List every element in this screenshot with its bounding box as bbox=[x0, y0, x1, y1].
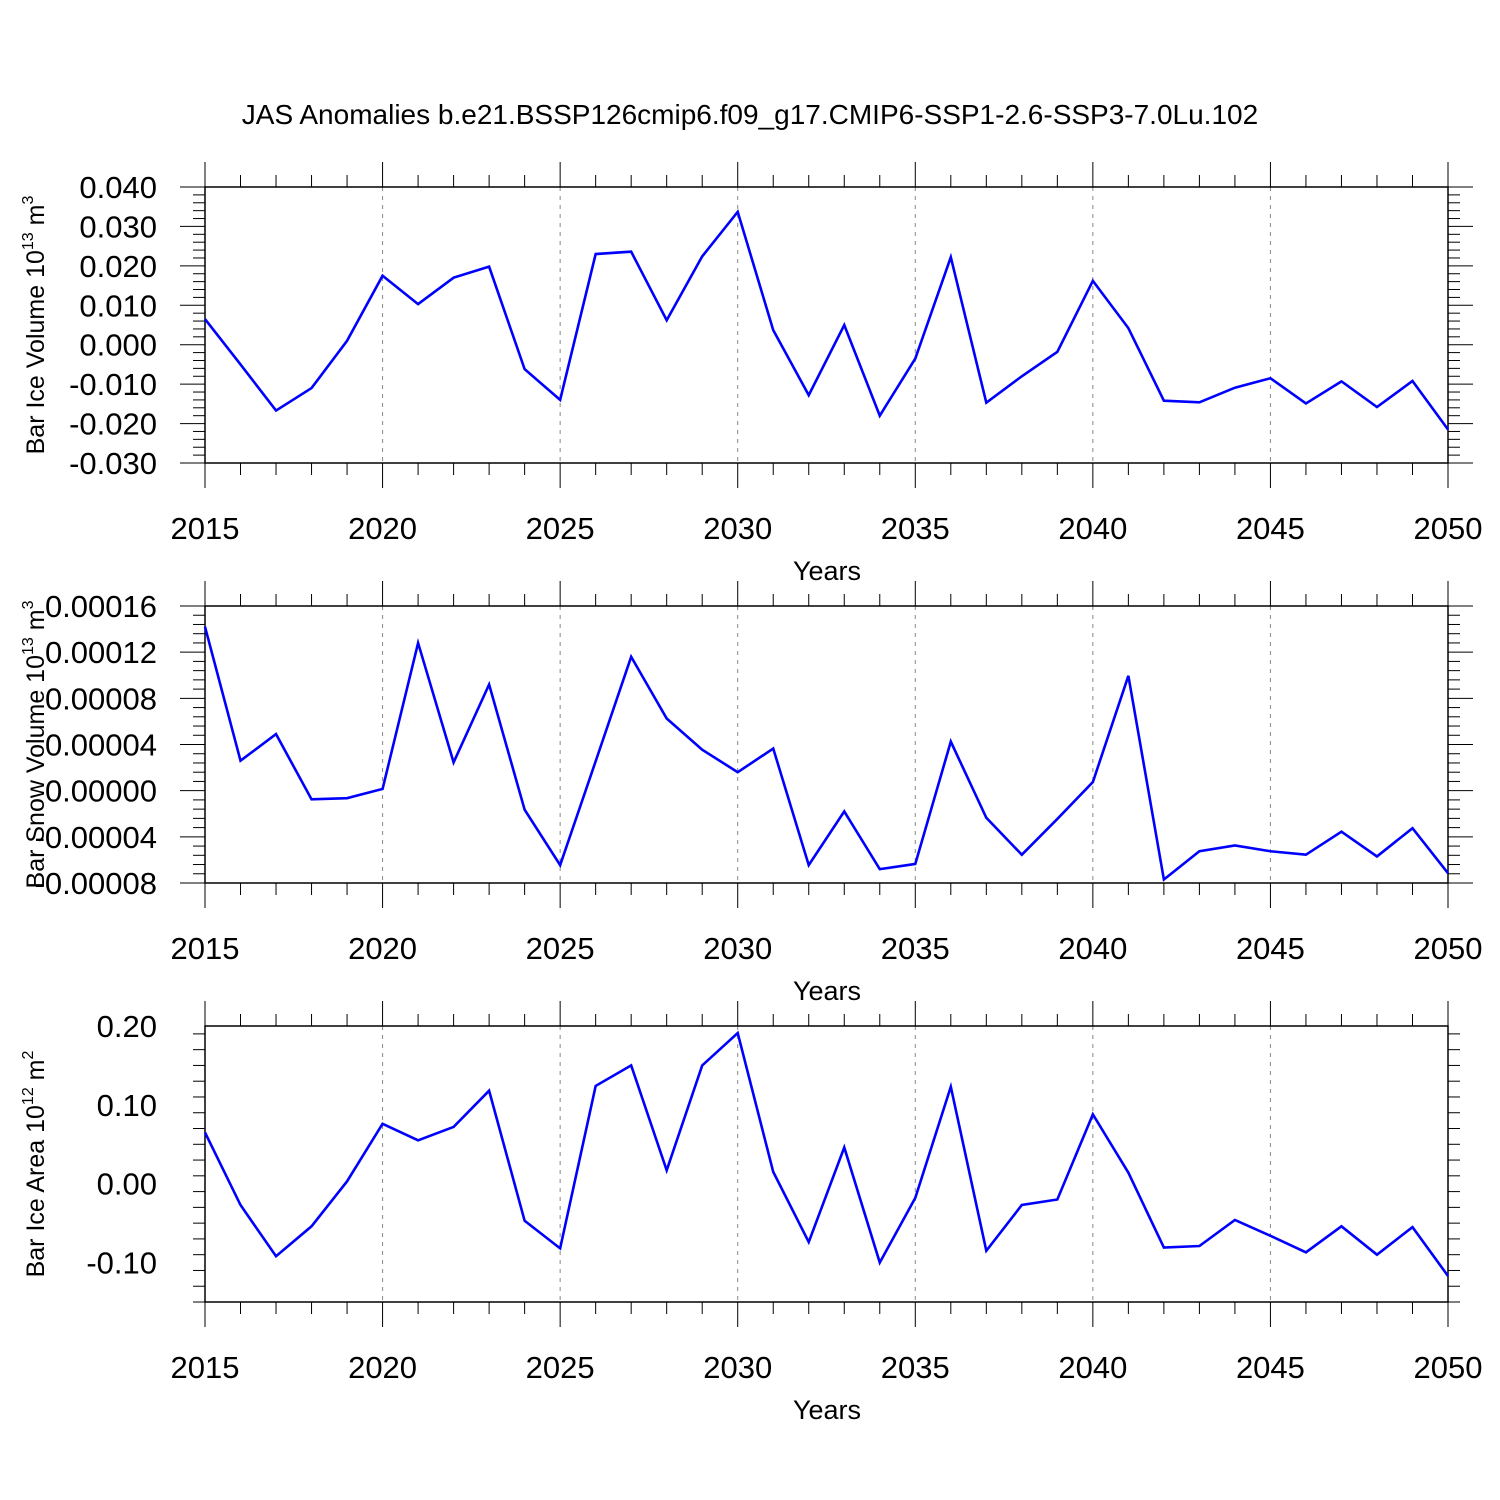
x-tick-label: 2035 bbox=[881, 511, 950, 546]
x-tick-label: 2045 bbox=[1236, 1350, 1305, 1385]
y-tick-label: 0.010 bbox=[79, 288, 157, 323]
plot-frame bbox=[204, 1025, 1449, 1303]
x-tick-label: 2050 bbox=[1414, 1350, 1483, 1385]
x-tick-label: 2015 bbox=[171, 511, 240, 546]
y-axis-label-unit: m bbox=[22, 1060, 50, 1088]
x-tick-label: 2040 bbox=[1058, 511, 1127, 546]
x-tick-label: 2025 bbox=[526, 931, 595, 966]
y-axis-label-unit-exponent: 3 bbox=[20, 600, 37, 609]
x-tick-label: 2020 bbox=[348, 511, 417, 546]
y-axis-label: Bar Snow Volume 1013 m3 bbox=[20, 600, 50, 888]
y-axis-label-unit-exponent: 2 bbox=[20, 1051, 37, 1060]
series-line bbox=[203, 209, 1450, 431]
y-tick-label: 0.00 bbox=[97, 1167, 157, 1202]
x-axis-label: Years bbox=[793, 556, 861, 586]
series-line bbox=[203, 1030, 1450, 1277]
x-tick-label: 2045 bbox=[1236, 511, 1305, 546]
x-axis-label: Years bbox=[793, 1395, 861, 1425]
x-tick-label: 2035 bbox=[881, 1350, 950, 1385]
y-tick-label: 0.00012 bbox=[45, 635, 157, 670]
x-tick-label: 2040 bbox=[1058, 1350, 1127, 1385]
x-tick-label: 2035 bbox=[881, 931, 950, 966]
y-tick-label: -0.10 bbox=[86, 1246, 157, 1281]
panel-1: 2015 2020 2025 2030 2035 2040 2045 2050 Years -0.… bbox=[20, 162, 1482, 586]
x-tick-label: 2020 bbox=[348, 1350, 417, 1385]
x-axis-label: Years bbox=[793, 976, 861, 1006]
plot-frame bbox=[204, 186, 1449, 464]
x-tick-label: 2030 bbox=[703, 931, 772, 966]
y-tick-label: 0.020 bbox=[79, 249, 157, 284]
y-tick-label: 0.20 bbox=[97, 1009, 157, 1044]
y-axis-label: Bar Ice Area 1012 m2 bbox=[20, 1051, 50, 1278]
y-axis-label-exponent: 13 bbox=[20, 232, 37, 250]
y-tick-label: -0.030 bbox=[69, 446, 157, 481]
x-tick-label: 2045 bbox=[1236, 931, 1305, 966]
x-tick-label: 2030 bbox=[703, 1350, 772, 1385]
y-axis-label-text: Bar Snow Volume 10 bbox=[22, 655, 50, 888]
y-axis-label-text: Bar Ice Volume 10 bbox=[22, 250, 50, 454]
x-tick-label: 2025 bbox=[526, 1350, 595, 1385]
y-tick-label: -0.010 bbox=[69, 367, 157, 402]
y-axis-label: Bar Ice Volume 1013 m3 bbox=[20, 196, 50, 455]
y-axis-label-unit: m bbox=[22, 609, 50, 637]
y-tick-label: 0.030 bbox=[79, 209, 157, 244]
y-tick-label: 0.00000 bbox=[45, 774, 157, 809]
y-tick-label: 0.000 bbox=[79, 328, 157, 363]
y-tick-label: 0.10 bbox=[97, 1088, 157, 1123]
y-tick-label: -0.020 bbox=[69, 407, 157, 442]
y-tick-label: 0.00008 bbox=[45, 681, 157, 716]
x-tick-label: 2050 bbox=[1414, 931, 1483, 966]
plot-frame bbox=[204, 605, 1449, 884]
series-line bbox=[203, 626, 1450, 882]
x-tick-label: 2020 bbox=[348, 931, 417, 966]
y-axis-label-unit-exponent: 3 bbox=[20, 196, 37, 205]
x-tick-label: 2025 bbox=[526, 511, 595, 546]
y-axis-label-text: Bar Ice Area 10 bbox=[22, 1105, 50, 1277]
y-tick-label: -0.00004 bbox=[35, 820, 157, 855]
x-tick-label: 2030 bbox=[703, 511, 772, 546]
x-tick-label: 2015 bbox=[171, 931, 240, 966]
panel-3: 2015 2020 2025 2030 2035 2040 2045 2050 Years -0.… bbox=[20, 1001, 1482, 1425]
x-tick-label: 2040 bbox=[1058, 931, 1127, 966]
panel-2: 2015 2020 2025 2030 2035 2040 2045 2050 Years -0.… bbox=[20, 581, 1482, 1006]
y-axis-label-unit: m bbox=[22, 205, 50, 233]
y-tick-label: 0.00004 bbox=[45, 728, 157, 763]
y-axis-label-exponent: 12 bbox=[20, 1087, 37, 1105]
x-tick-label: 2050 bbox=[1414, 511, 1483, 546]
figure-title: JAS Anomalies b.e21.BSSP126cmip6.f09_g17… bbox=[242, 99, 1258, 130]
y-tick-label: 0.00016 bbox=[45, 589, 157, 624]
y-axis-label-exponent: 13 bbox=[20, 637, 37, 655]
y-tick-label: -0.00008 bbox=[35, 866, 157, 901]
x-tick-label: 2015 bbox=[171, 1350, 240, 1385]
y-tick-label: 0.040 bbox=[79, 170, 157, 205]
